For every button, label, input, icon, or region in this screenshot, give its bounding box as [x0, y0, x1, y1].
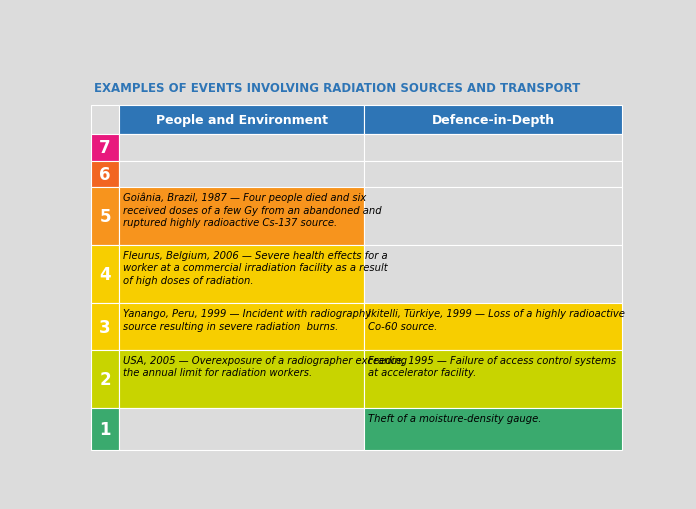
Text: 3: 3 — [100, 318, 111, 336]
Text: Fleurus, Belgium, 2006 — Severe health effects for a
worker at a commercial irra: Fleurus, Belgium, 2006 — Severe health e… — [123, 250, 388, 286]
FancyBboxPatch shape — [91, 350, 119, 409]
FancyBboxPatch shape — [119, 187, 364, 245]
Text: USA, 2005 — Overexposure of a radiographer exceeding
the annual limit for radiat: USA, 2005 — Overexposure of a radiograph… — [123, 355, 407, 378]
FancyBboxPatch shape — [119, 350, 364, 409]
FancyBboxPatch shape — [119, 304, 364, 350]
FancyBboxPatch shape — [364, 350, 622, 409]
FancyBboxPatch shape — [91, 161, 119, 187]
Text: Yanango, Peru, 1999 — Incident with radiography
source resulting in severe radia: Yanango, Peru, 1999 — Incident with radi… — [123, 308, 372, 331]
FancyBboxPatch shape — [91, 187, 119, 245]
Text: 6: 6 — [100, 165, 111, 183]
Text: 1: 1 — [100, 420, 111, 438]
FancyBboxPatch shape — [119, 106, 364, 135]
Text: 4: 4 — [100, 266, 111, 284]
Text: 2: 2 — [100, 371, 111, 388]
FancyBboxPatch shape — [119, 245, 364, 304]
FancyBboxPatch shape — [119, 161, 364, 187]
FancyBboxPatch shape — [364, 135, 622, 161]
FancyBboxPatch shape — [119, 135, 364, 161]
Text: 7: 7 — [100, 139, 111, 157]
Text: 5: 5 — [100, 207, 111, 225]
FancyBboxPatch shape — [91, 304, 119, 350]
FancyBboxPatch shape — [364, 304, 622, 350]
Text: Goiânia, Brazil, 1987 — Four people died and six
received doses of a few Gy from: Goiânia, Brazil, 1987 — Four people died… — [123, 192, 382, 228]
Text: Theft of a moisture-density gauge.: Theft of a moisture-density gauge. — [368, 413, 541, 423]
FancyBboxPatch shape — [364, 187, 622, 245]
FancyBboxPatch shape — [91, 245, 119, 304]
Text: France, 1995 — Failure of access control systems
at accelerator facility.: France, 1995 — Failure of access control… — [368, 355, 617, 378]
FancyBboxPatch shape — [364, 409, 622, 450]
Text: Defence-in-Depth: Defence-in-Depth — [432, 114, 555, 127]
Text: EXAMPLES OF EVENTS INVOLVING RADIATION SOURCES AND TRANSPORT: EXAMPLES OF EVENTS INVOLVING RADIATION S… — [94, 82, 580, 95]
Text: Ikitelli, Türkiye, 1999 — Loss of a highly radioactive
Co-60 source.: Ikitelli, Türkiye, 1999 — Loss of a high… — [368, 308, 625, 331]
FancyBboxPatch shape — [364, 245, 622, 304]
FancyBboxPatch shape — [364, 106, 622, 135]
FancyBboxPatch shape — [364, 161, 622, 187]
FancyBboxPatch shape — [91, 409, 119, 450]
FancyBboxPatch shape — [91, 106, 119, 135]
Text: People and Environment: People and Environment — [155, 114, 328, 127]
FancyBboxPatch shape — [91, 135, 119, 161]
FancyBboxPatch shape — [119, 409, 364, 450]
